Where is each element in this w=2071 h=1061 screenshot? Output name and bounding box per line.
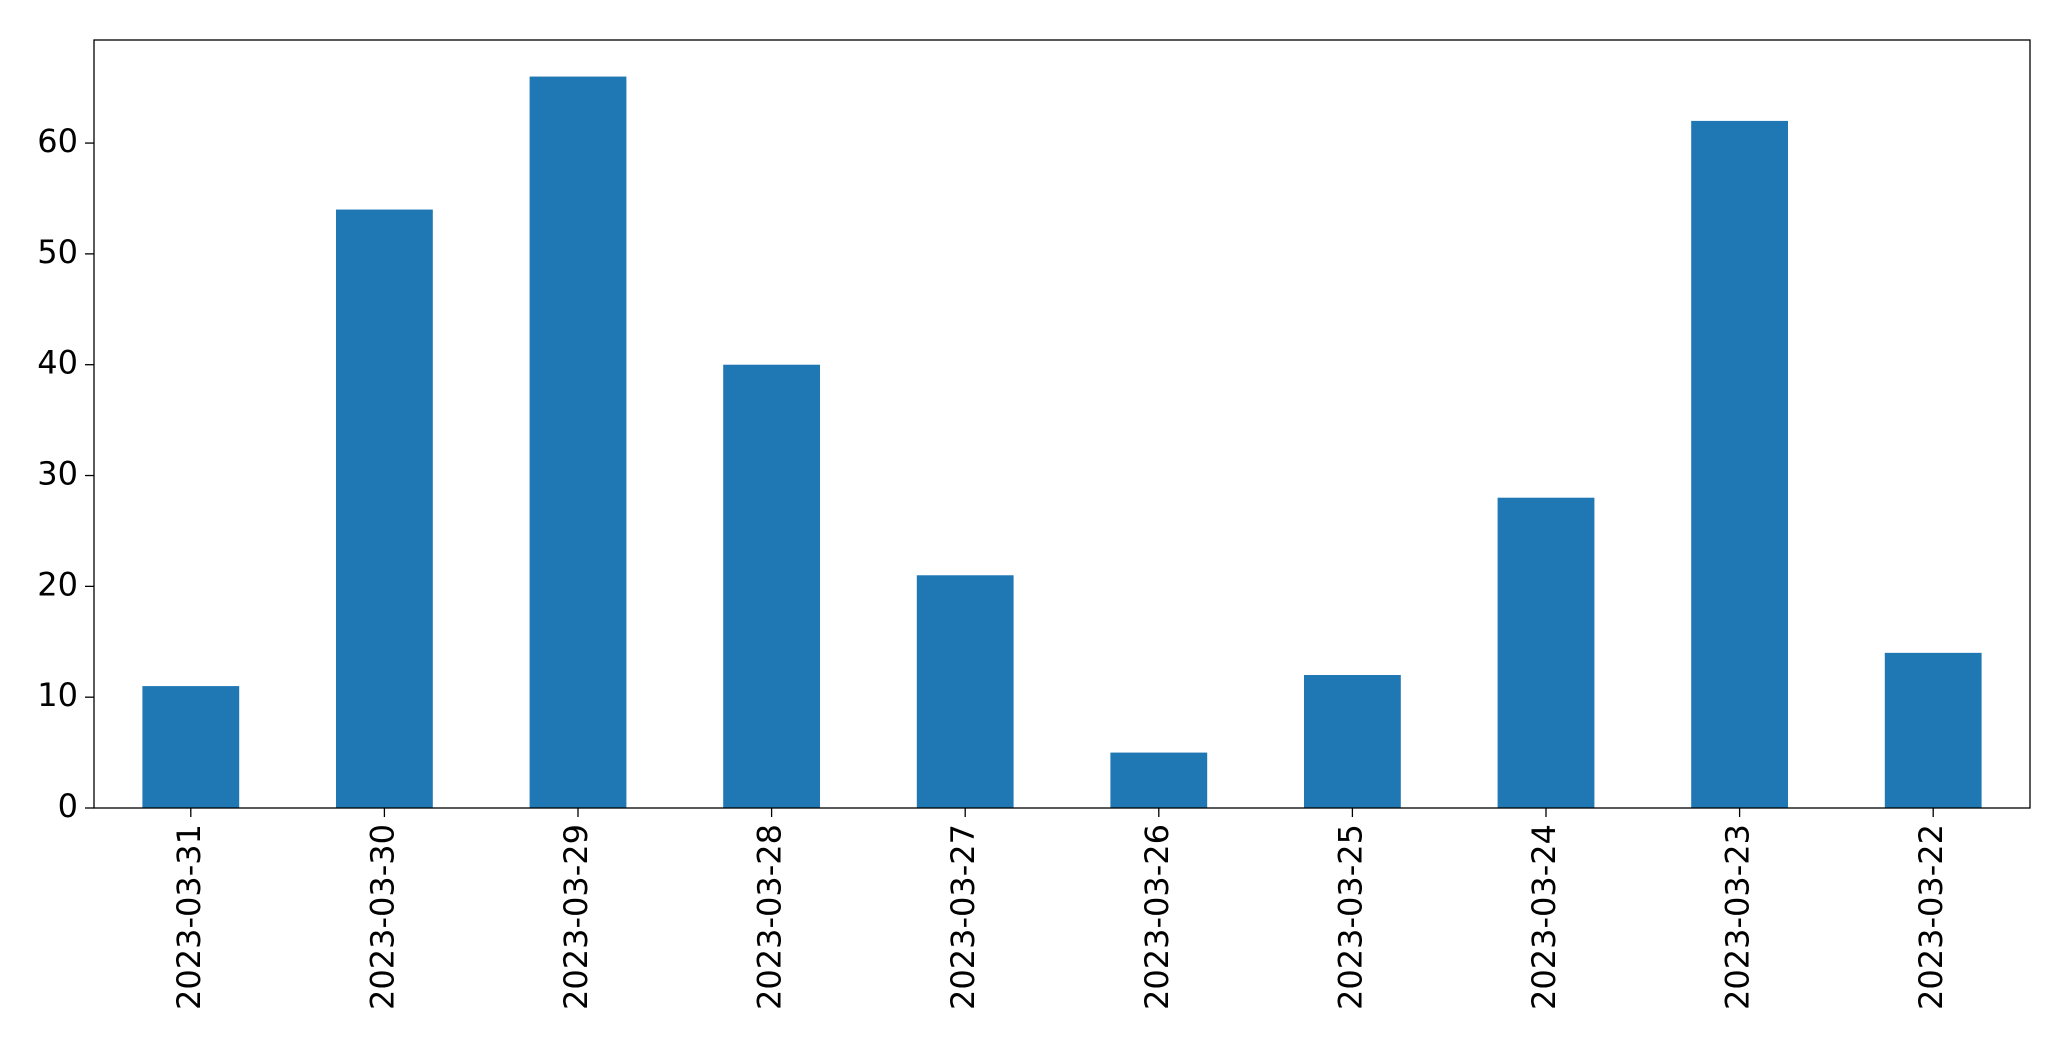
y-tick-label: 10 (37, 676, 78, 714)
bar (142, 686, 240, 808)
y-tick-label: 60 (37, 122, 78, 160)
x-tick-label: 2023-03-31 (170, 824, 208, 1010)
x-tick-label: 2023-03-30 (363, 824, 401, 1010)
bar (1884, 652, 1982, 808)
x-tick-label: 2023-03-24 (1525, 824, 1563, 1010)
y-tick-label: 50 (37, 233, 78, 271)
x-tick-label: 2023-03-26 (1138, 824, 1176, 1010)
bar (916, 575, 1014, 808)
bar (336, 209, 433, 808)
y-tick-label: 20 (37, 565, 78, 603)
plot-frame (93, 39, 2031, 809)
bar (1691, 120, 1788, 808)
x-tick-label: 2023-03-28 (751, 824, 789, 1010)
x-tick-label: 2023-03-27 (944, 824, 982, 1010)
bar (1304, 675, 1401, 808)
bar (723, 364, 820, 808)
x-tick-label: 2023-03-23 (1719, 824, 1757, 1010)
bar (529, 76, 627, 809)
y-tick-label: 30 (37, 455, 78, 493)
x-tick-label: 2023-03-22 (1912, 824, 1950, 1010)
bar (1110, 752, 1208, 808)
y-tick-label: 0 (58, 787, 78, 825)
bar (1497, 497, 1595, 808)
x-tick-label: 2023-03-29 (557, 824, 595, 1010)
x-tick-label: 2023-03-25 (1331, 824, 1369, 1010)
y-tick-label: 40 (37, 344, 78, 382)
